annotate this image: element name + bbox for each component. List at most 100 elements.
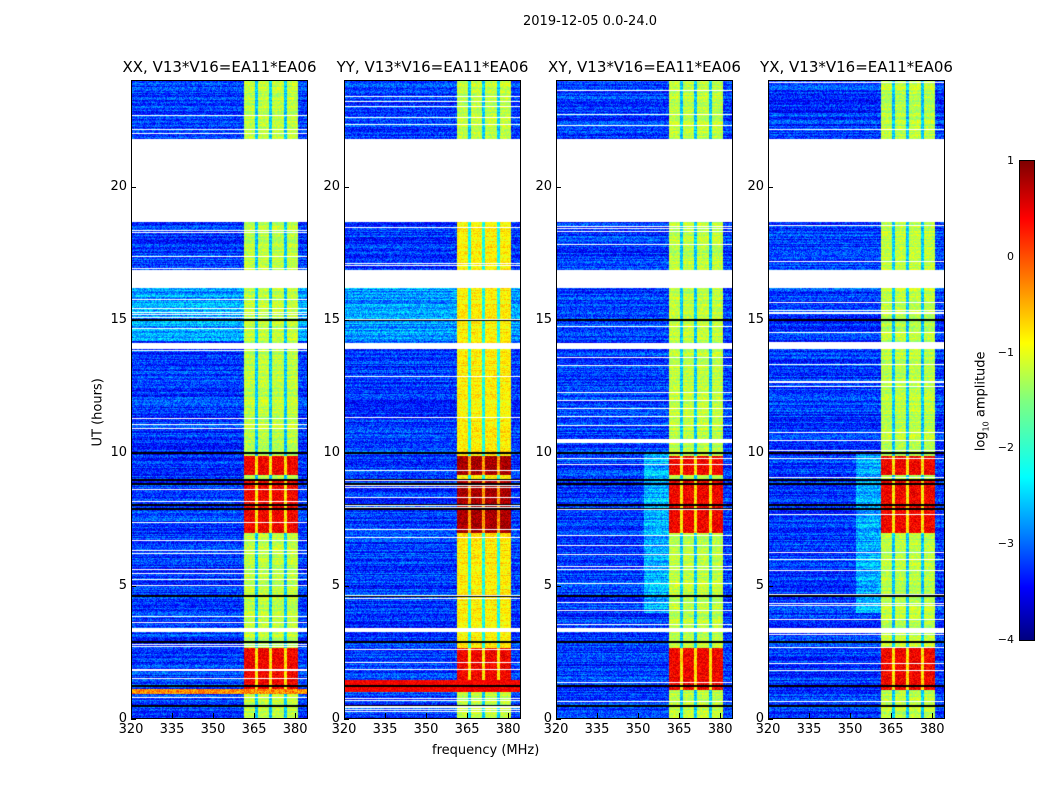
colorbar-tick-label: −1 — [997, 345, 1014, 359]
x-tick-label: 380 — [919, 722, 945, 737]
x-tick — [768, 713, 769, 718]
heatmap-yy — [344, 80, 521, 719]
y-tick-label: 20 — [323, 178, 340, 194]
x-tick — [556, 713, 557, 718]
y-tick — [556, 719, 561, 720]
x-tick-label: 320 — [331, 722, 357, 737]
y-tick — [556, 452, 561, 454]
x-tick — [638, 713, 640, 718]
y-tick — [131, 186, 136, 188]
y-tick — [131, 719, 136, 720]
y-tick — [344, 186, 349, 188]
panel-xy: XY, V13*V16=EA11*EA06 320 335 350 365 380 0 5 10… — [535, 58, 740, 737]
x-tick — [295, 713, 297, 718]
x-tick — [891, 713, 893, 718]
x-tick-label: 320 — [543, 722, 569, 737]
y-tick-label: 20 — [535, 178, 552, 194]
y-tick-label: 15 — [747, 311, 764, 327]
y-tick — [344, 585, 349, 587]
x-tick — [254, 713, 256, 718]
x-tick-label: 365 — [454, 722, 480, 737]
x-tick — [679, 713, 681, 718]
x-tick-label: 335 — [159, 722, 185, 737]
y-tick — [768, 452, 773, 454]
x-tick — [720, 713, 722, 718]
x-tick — [467, 713, 469, 718]
x-tick-label: 365 — [241, 722, 267, 737]
y-tick — [556, 186, 561, 188]
y-tick-label: 20 — [110, 178, 127, 194]
colorbar-label: log10 amplitude — [973, 351, 991, 452]
y-tick — [344, 319, 349, 321]
y-tick-label: 10 — [323, 444, 340, 460]
figure-title: 2019-12-05 0.0-24.0 — [523, 14, 657, 29]
x-tick-label: 365 — [878, 722, 904, 737]
heatmap-xx — [131, 80, 308, 719]
panel-title: YY, V13*V16=EA11*EA06 — [336, 58, 529, 76]
x-tick — [597, 713, 599, 718]
y-tick — [768, 585, 773, 587]
y-axis-label: UT (hours) — [90, 378, 106, 447]
x-tick-label: 380 — [282, 722, 308, 737]
x-tick-label: 320 — [118, 722, 144, 737]
panel-xx: XX, V13*V16=EA11*EA06 320 335 350 365 380 0 5 10… — [110, 58, 316, 737]
colorbar-tick-label: 0 — [1007, 249, 1014, 263]
y-tick-label: 5 — [331, 577, 340, 593]
panel-title: XX, V13*V16=EA11*EA06 — [122, 58, 317, 76]
x-tick-label: 350 — [837, 722, 863, 737]
x-tick-label: 335 — [796, 722, 822, 737]
x-tick-label: 350 — [625, 722, 651, 737]
y-tick-label: 0 — [755, 711, 764, 726]
heatmap-xy — [556, 80, 733, 719]
y-tick — [131, 319, 136, 321]
x-tick-label: 380 — [707, 722, 733, 737]
y-tick — [131, 452, 136, 454]
x-tick — [213, 713, 215, 718]
y-tick-label: 10 — [110, 444, 127, 460]
panel-yx: YX, V13*V16=EA11*EA06 320 335 350 365 380 0 5 10… — [747, 58, 952, 737]
x-tick-label: 335 — [584, 722, 610, 737]
y-tick — [768, 319, 773, 321]
axes-frame — [768, 80, 945, 719]
y-tick — [344, 452, 349, 454]
axes-frame — [344, 80, 521, 719]
colorbar-tick-label: 1 — [1007, 154, 1014, 167]
x-tick-label: 365 — [666, 722, 692, 737]
x-tick — [850, 713, 852, 718]
x-tick — [385, 713, 387, 718]
x-tick — [344, 713, 345, 718]
axes-frame — [131, 80, 308, 719]
panel-title: XY, V13*V16=EA11*EA06 — [548, 58, 741, 76]
y-tick-label: 20 — [747, 178, 764, 194]
y-tick — [131, 585, 136, 587]
y-tick-label: 10 — [747, 444, 764, 460]
panel-yy: YY, V13*V16=EA11*EA06 320 335 350 365 380 0 5 10… — [323, 58, 528, 737]
x-tick — [172, 713, 174, 718]
colorbar-tick-label: −4 — [997, 633, 1014, 646]
y-tick — [768, 186, 773, 188]
y-tick-label: 15 — [535, 311, 552, 327]
y-tick — [768, 719, 773, 720]
panel-title: YX, V13*V16=EA11*EA06 — [760, 58, 953, 76]
y-tick-label: 15 — [110, 311, 127, 327]
x-tick-label: 320 — [755, 722, 781, 737]
x-tick — [508, 713, 510, 718]
x-tick — [426, 713, 428, 718]
y-tick-label: 15 — [323, 311, 340, 327]
x-tick — [932, 713, 934, 718]
heatmap-yx — [768, 80, 945, 719]
y-tick-label: 0 — [543, 711, 552, 726]
y-tick-label: 10 — [535, 444, 552, 460]
axes-frame — [556, 80, 733, 719]
y-tick-label: 0 — [331, 711, 340, 726]
x-axis-label: frequency (MHz) — [432, 743, 540, 758]
x-tick-label: 350 — [413, 722, 439, 737]
y-tick-label: 0 — [118, 711, 127, 726]
y-tick-label: 5 — [543, 577, 552, 593]
y-tick — [344, 719, 349, 720]
colorbar — [1019, 160, 1035, 641]
x-tick-label: 350 — [200, 722, 226, 737]
x-tick-label: 335 — [372, 722, 398, 737]
y-tick-label: 5 — [118, 577, 127, 593]
